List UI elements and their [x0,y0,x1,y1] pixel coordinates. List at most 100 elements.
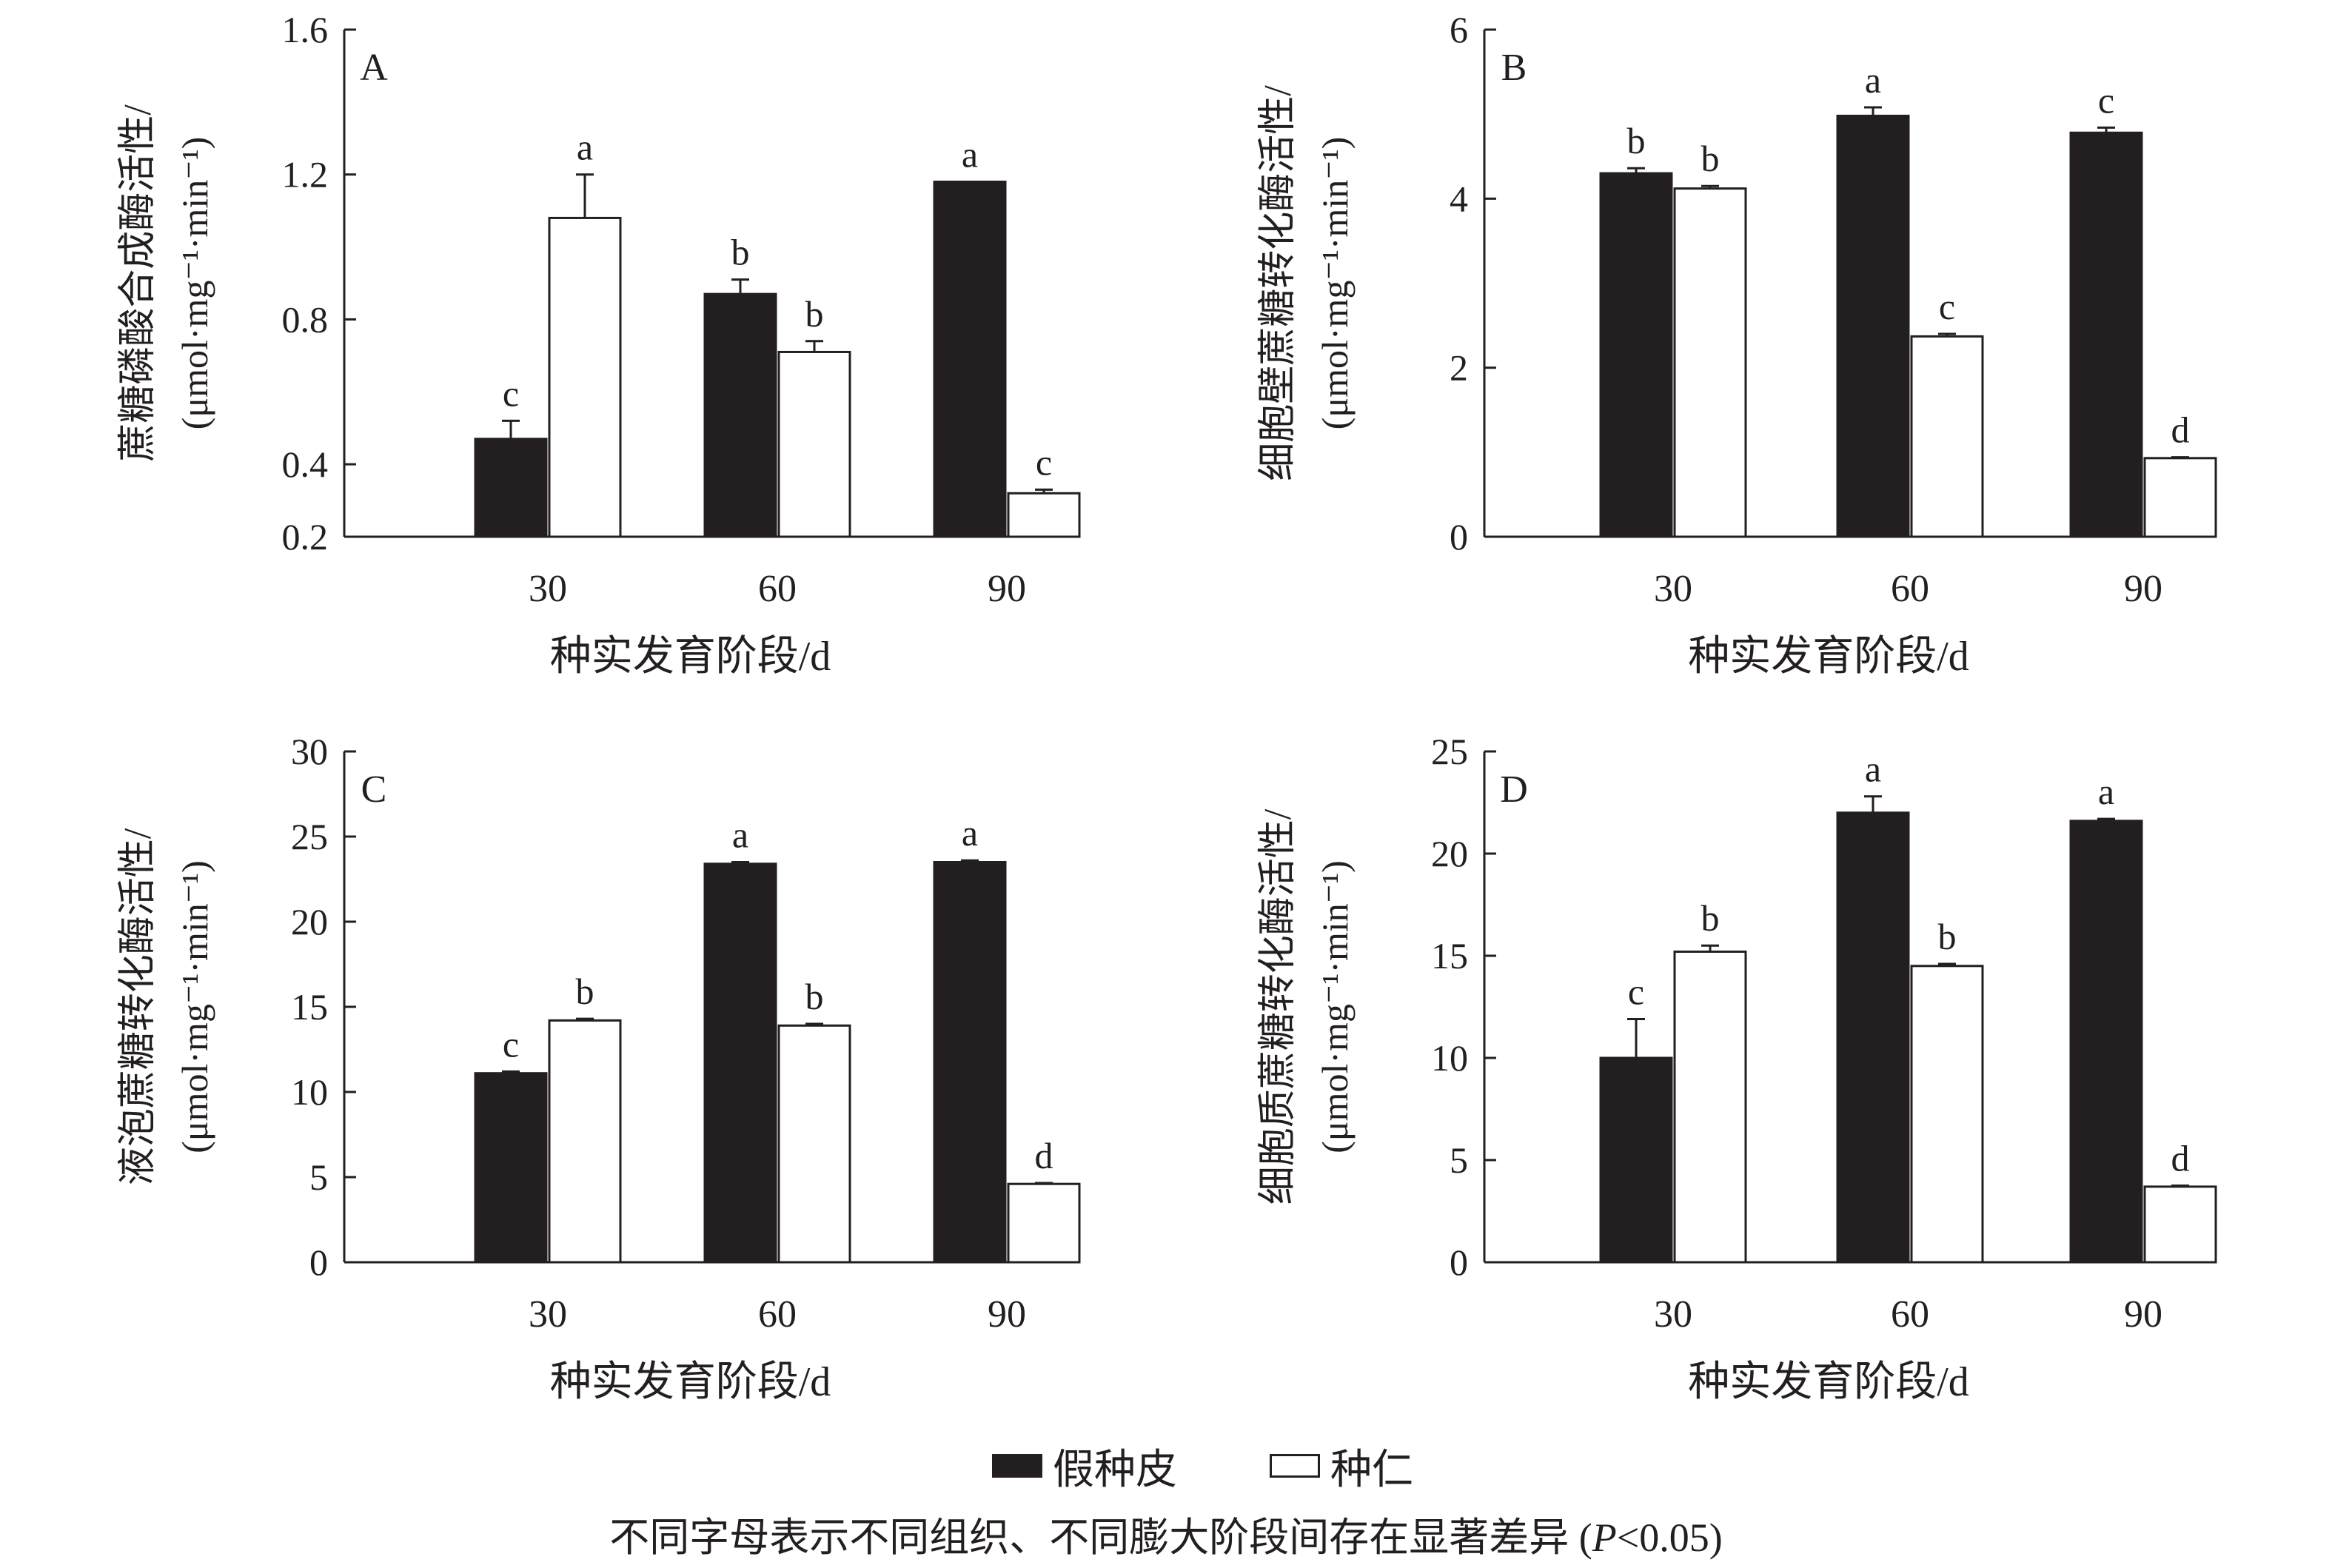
y-tick-label: 0 [309,1242,328,1283]
bar-aril [1599,1056,1673,1264]
legend-label-kernel: 种仁 [1330,1447,1413,1493]
x-tick-label: 60 [1891,568,1929,610]
y-tick-label: 0.2 [282,516,329,557]
legend-item-aril: 假种皮 [992,1436,1177,1496]
bar-aril [703,292,777,538]
significance-letter: c [1628,971,1644,1013]
caption: 不同字母表示不同组织、不同膨大阶段间存在显著差异 (P<0.05) [0,1504,2332,1563]
significance-letter: d [1035,1135,1053,1176]
legend: 假种皮 种仁 [992,1436,1506,1495]
legend-label-aril: 假种皮 [1053,1447,1177,1493]
panel-b: 0 2 4 6Bb b 30 a c 60 c d 90 种实发育阶段/d 细胞壁蔗糖转化酶活性/ (μmo… [1257,9,2217,680]
bar-kernel [1007,492,1081,538]
y-axis-unit: (μmol·mg⁻¹·min⁻¹) [1314,137,1356,430]
x-tick-label: 90 [2124,568,2162,610]
significance-letter: a [732,814,748,856]
significance-letter: a [577,127,593,168]
bar-kernel [1673,187,1747,538]
significance-letter: b [1701,138,1720,179]
y-tick-label: 5 [1450,1139,1468,1181]
bar-kernel [777,350,851,538]
significance-letter: a [1865,59,1881,101]
caption-stat-italic: P [1592,1515,1617,1560]
bar-aril [1836,114,1910,538]
panel-label: C [361,768,387,811]
bar-aril [933,861,1007,1264]
y-tick-label: 2 [1450,347,1468,389]
y-tick-label: 10 [1431,1037,1468,1079]
panel-label: A [360,47,388,89]
y-axis-unit: (μmol·mg⁻¹·min⁻¹) [1314,860,1356,1153]
y-tick-label: 25 [291,816,328,857]
significance-letter: c [1036,441,1052,483]
significance-letter: a [2098,771,2114,812]
y-tick-label: 15 [1431,935,1468,976]
panel-label: D [1500,768,1528,811]
significance-letter: b [805,976,824,1017]
legend-item-kernel: 种仁 [1270,1436,1413,1496]
bar-aril [1599,172,1673,538]
bar-kernel [2143,457,2217,538]
bar-kernel [548,1019,622,1264]
bar-aril [2069,131,2143,538]
significance-letter: c [503,1023,519,1065]
significance-letter: d [2171,1138,2190,1179]
x-tick-label: 90 [988,1293,1026,1336]
bar-aril [703,862,777,1264]
y-axis-title: 液泡蔗糖转化酶活性/ [117,828,159,1185]
panel-label: B [1501,47,1527,89]
y-tick-label: 0.4 [282,443,329,485]
bar-kernel [1673,950,1747,1264]
caption-text: 不同字母表示不同组织、不同膨大阶段间存在显著差异 [609,1515,1569,1560]
x-axis-title: 种实发育阶段/d [1688,634,1969,680]
significance-letter: c [503,372,519,414]
y-tick-label: 0 [1450,516,1468,557]
y-tick-label: 1.6 [282,9,329,50]
x-axis-title: 种实发育阶段/d [550,1359,831,1405]
y-tick-label: 20 [291,901,328,942]
significance-letter: a [962,812,978,854]
bar-kernel [777,1024,851,1264]
x-tick-label: 90 [988,568,1026,610]
x-axis-title: 种实发育阶段/d [1688,1359,1969,1405]
panel-d: 0 5 10 15 20 25 Dc b 30 a b 60 a d 90 种实发育阶段/d 细胞质蔗糖转化酶活… [1257,731,2217,1405]
x-tick-label: 90 [2124,1293,2162,1336]
panel-c: 0 5 10 15 20 25 30 Cc b 30 a b 60 a d 90 种实发育阶段/d 液泡蔗糖转化酶… [117,731,1081,1405]
bar-kernel [2143,1185,2217,1264]
y-tick-label: 30 [291,731,328,772]
significance-letter: b [731,232,750,273]
panel-a: 0.2 0.4 0.8 1.2 1.6 Ac a 30 b b 60 a c 90 种实发育阶段/d 蔗糖磷酸… [117,9,1081,680]
x-tick-label: 30 [1654,1293,1692,1336]
bar-kernel [1910,335,1984,538]
y-tick-label: 1.2 [282,154,329,195]
y-axis-unit: (μmol·mg⁻¹·min⁻¹) [174,137,215,430]
y-tick-label: 4 [1450,178,1468,219]
x-tick-label: 30 [1654,568,1692,610]
bar-aril [1836,811,1910,1264]
y-tick-label: 5 [309,1156,328,1198]
y-axis-title: 细胞壁蔗糖转化酶活性/ [1257,85,1299,481]
legend-swatch-kernel [1270,1454,1320,1478]
y-tick-label: 0 [1450,1242,1468,1283]
significance-letter: b [1627,120,1646,161]
significance-letter: c [2098,79,2114,121]
y-axis-title: 细胞质蔗糖转化酶活性/ [1257,808,1299,1205]
x-tick-label: 30 [529,568,567,610]
bar-aril [474,1072,548,1264]
y-tick-label: 15 [291,986,328,1028]
x-tick-label: 60 [758,1293,797,1336]
x-tick-label: 60 [1891,1293,1929,1336]
x-tick-label: 30 [529,1293,567,1336]
bar-aril [2069,820,2143,1264]
bar-aril [474,438,548,538]
y-tick-label: 6 [1450,9,1468,50]
x-tick-label: 60 [758,568,797,610]
y-axis-unit: (μmol·mg⁻¹·min⁻¹) [174,860,215,1153]
caption-stat-suffix: <0.05) [1616,1515,1723,1560]
caption-stat-prefix: ( [1578,1515,1592,1560]
significance-letter: d [2171,409,2190,451]
bar-kernel [1910,965,1984,1264]
legend-swatch-aril [992,1454,1042,1478]
significance-letter: b [1938,916,1957,957]
